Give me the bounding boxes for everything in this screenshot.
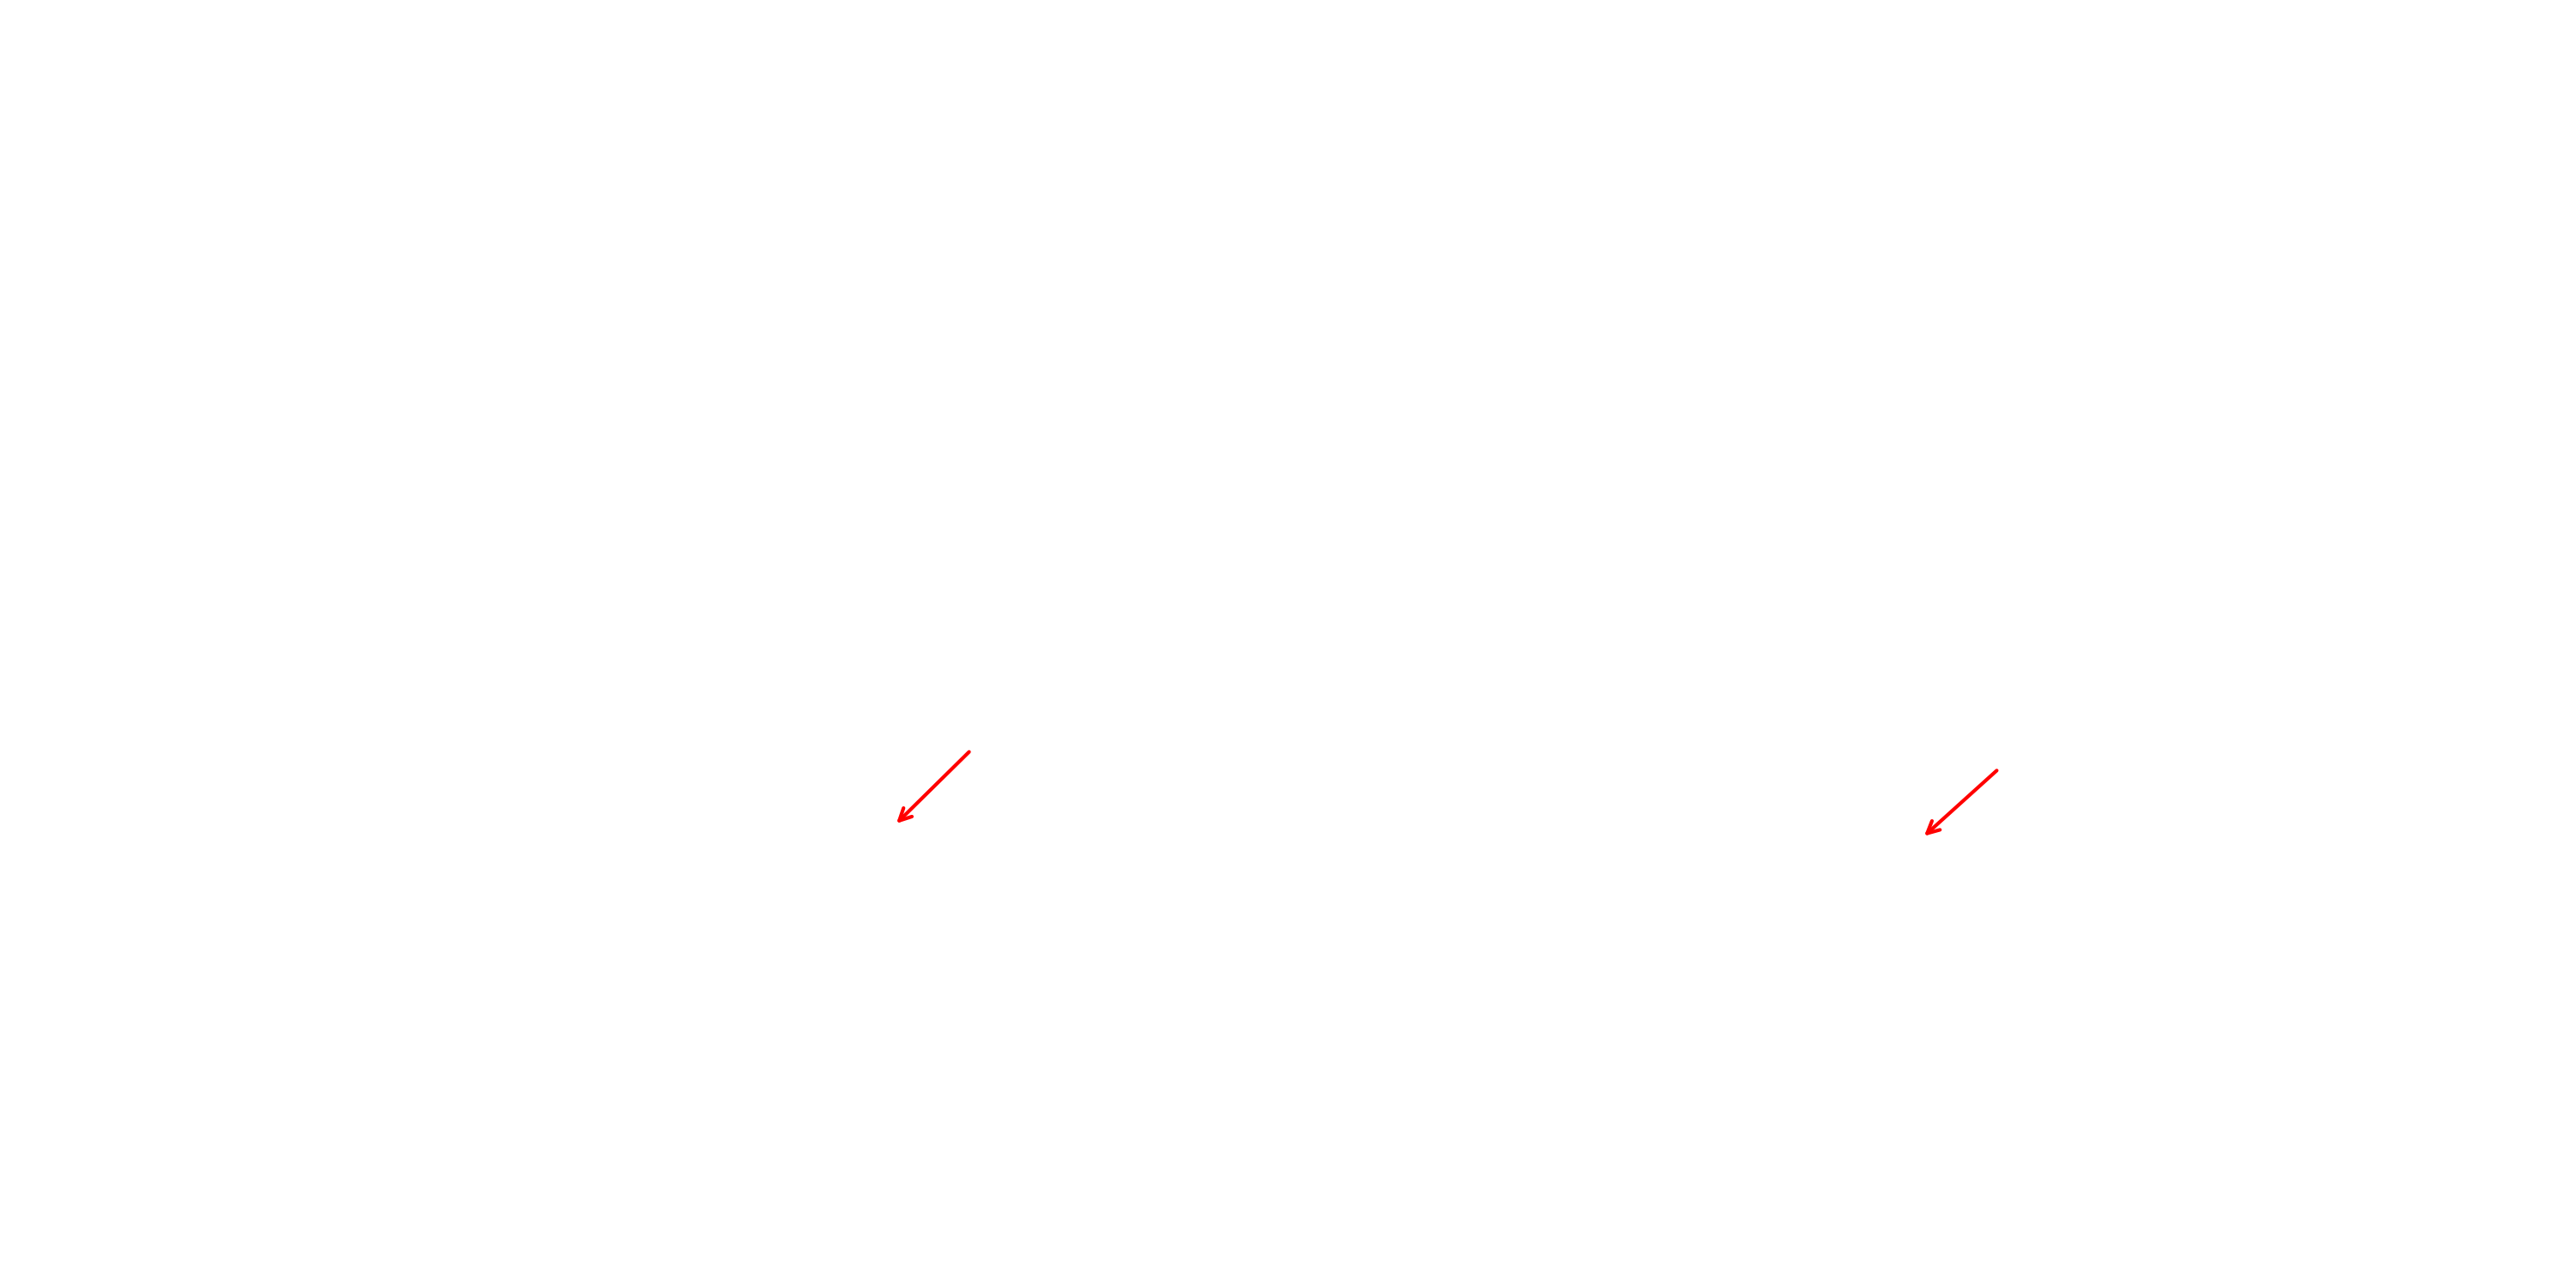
Text: A: A <box>82 100 149 184</box>
Text: B: B <box>1352 100 1417 184</box>
